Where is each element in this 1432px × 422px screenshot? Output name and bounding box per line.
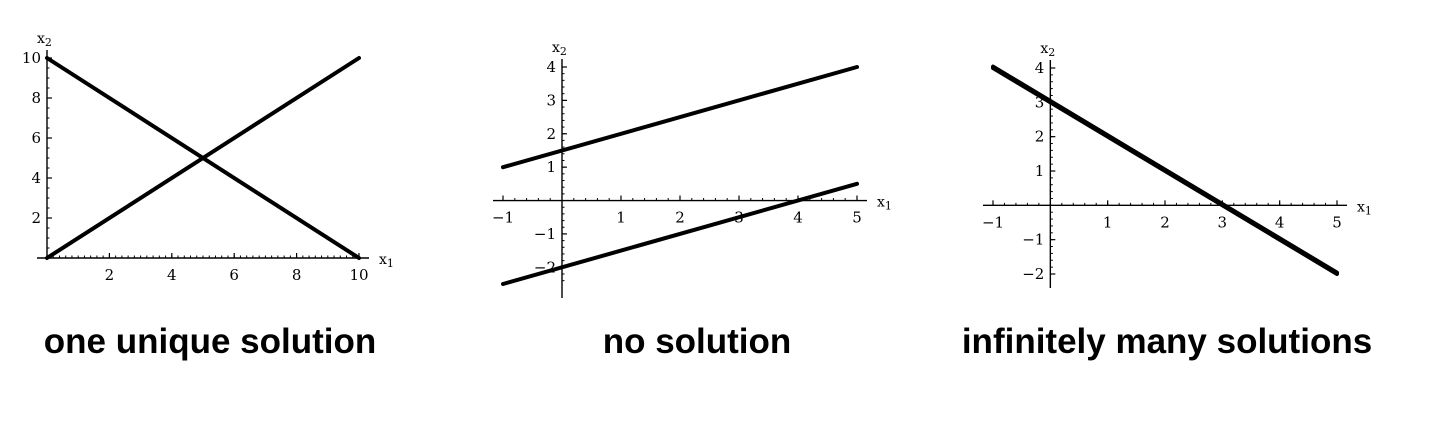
y-tick-label-1: 2 [546,125,556,143]
caption-one-unique-solution: one unique solution [43,322,377,361]
series-line-1-0 [501,65,859,170]
series-line-0-1 [45,56,361,260]
x-tick-label-1: 2 [675,209,685,227]
y-tick-label-0: 10 [22,49,41,67]
y-tick-label-0: 6 [31,129,41,147]
y-axis-label-1: x2 [552,40,567,58]
x-tick-label-0: 6 [229,266,239,284]
x-tick-label-2: 2 [1160,213,1170,231]
y-tick-label-2: 3 [1035,93,1045,111]
y-tick-label-1: 1 [546,158,556,176]
x-tick-label-1: 5 [852,209,862,227]
y-tick-label-1: −1 [534,225,556,243]
x-tick-label-1: 1 [616,209,626,227]
series-line-2-1 [991,64,1339,275]
y-tick-label-2: 1 [1035,162,1045,180]
y-tick-label-1: 3 [546,91,556,109]
x-tick-label-0: 2 [105,266,115,284]
x-tick-label-2: 4 [1275,213,1285,231]
x-tick-label-0: 8 [292,266,302,284]
y-tick-label-2: −2 [1022,265,1044,283]
x-tick-label-2: 5 [1332,213,1342,231]
y-tick-label-0: 2 [31,209,41,227]
y-tick-label-0: 8 [31,89,41,107]
x-tick-label-2: −1 [982,213,1004,231]
y-tick-label-1: 4 [546,58,556,76]
x-axis-label-1: x1 [877,195,892,213]
y-axis-label-0: x2 [37,31,52,49]
x-axis-label-2: x1 [1357,199,1372,217]
y-tick-label-2: 2 [1035,128,1045,146]
y-tick-label-2: 4 [1035,59,1045,77]
x-tick-label-2: 1 [1103,213,1113,231]
y-tick-label-0: 4 [31,169,41,187]
caption-infinitely-many-solutions: infinitely many solutions [961,322,1373,361]
x-axis-label-0: x1 [379,252,394,270]
series-line-1-1 [501,181,859,286]
x-tick-label-1: 4 [793,209,803,227]
x-tick-label-0: 10 [349,266,368,284]
y-tick-label-2: −1 [1022,231,1044,249]
y-axis-label-2: x2 [1040,41,1055,59]
x-tick-label-1: −1 [492,209,514,227]
caption-no-solution: no solution [602,322,792,361]
x-tick-label-2: 3 [1218,213,1228,231]
x-tick-label-0: 4 [167,266,177,284]
